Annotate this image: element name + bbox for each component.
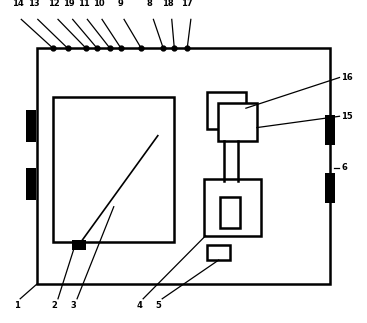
Bar <box>218 103 257 141</box>
Text: 17: 17 <box>181 0 193 8</box>
Text: 18: 18 <box>162 0 174 8</box>
Bar <box>72 240 86 250</box>
Text: 12: 12 <box>48 0 60 8</box>
Bar <box>325 173 335 203</box>
Text: 3: 3 <box>70 301 76 310</box>
Text: 10: 10 <box>92 0 104 8</box>
Bar <box>204 179 261 236</box>
Bar <box>26 168 36 200</box>
Text: 16: 16 <box>341 73 353 82</box>
Bar <box>53 97 174 242</box>
Text: 13: 13 <box>28 0 40 8</box>
Text: 15: 15 <box>341 112 353 121</box>
Text: 4: 4 <box>137 301 142 310</box>
Bar <box>207 245 230 260</box>
Text: 11: 11 <box>78 0 90 8</box>
Text: 14: 14 <box>12 0 23 8</box>
Bar <box>207 92 246 129</box>
Text: 19: 19 <box>63 0 75 8</box>
Text: 2: 2 <box>51 301 57 310</box>
Bar <box>220 197 240 228</box>
Bar <box>325 115 335 145</box>
Text: 8: 8 <box>147 0 153 8</box>
Bar <box>37 48 330 284</box>
Text: 6: 6 <box>341 163 347 172</box>
Text: 1: 1 <box>14 301 19 310</box>
Text: 5: 5 <box>156 301 161 310</box>
Bar <box>26 110 36 142</box>
Text: 9: 9 <box>117 0 123 8</box>
